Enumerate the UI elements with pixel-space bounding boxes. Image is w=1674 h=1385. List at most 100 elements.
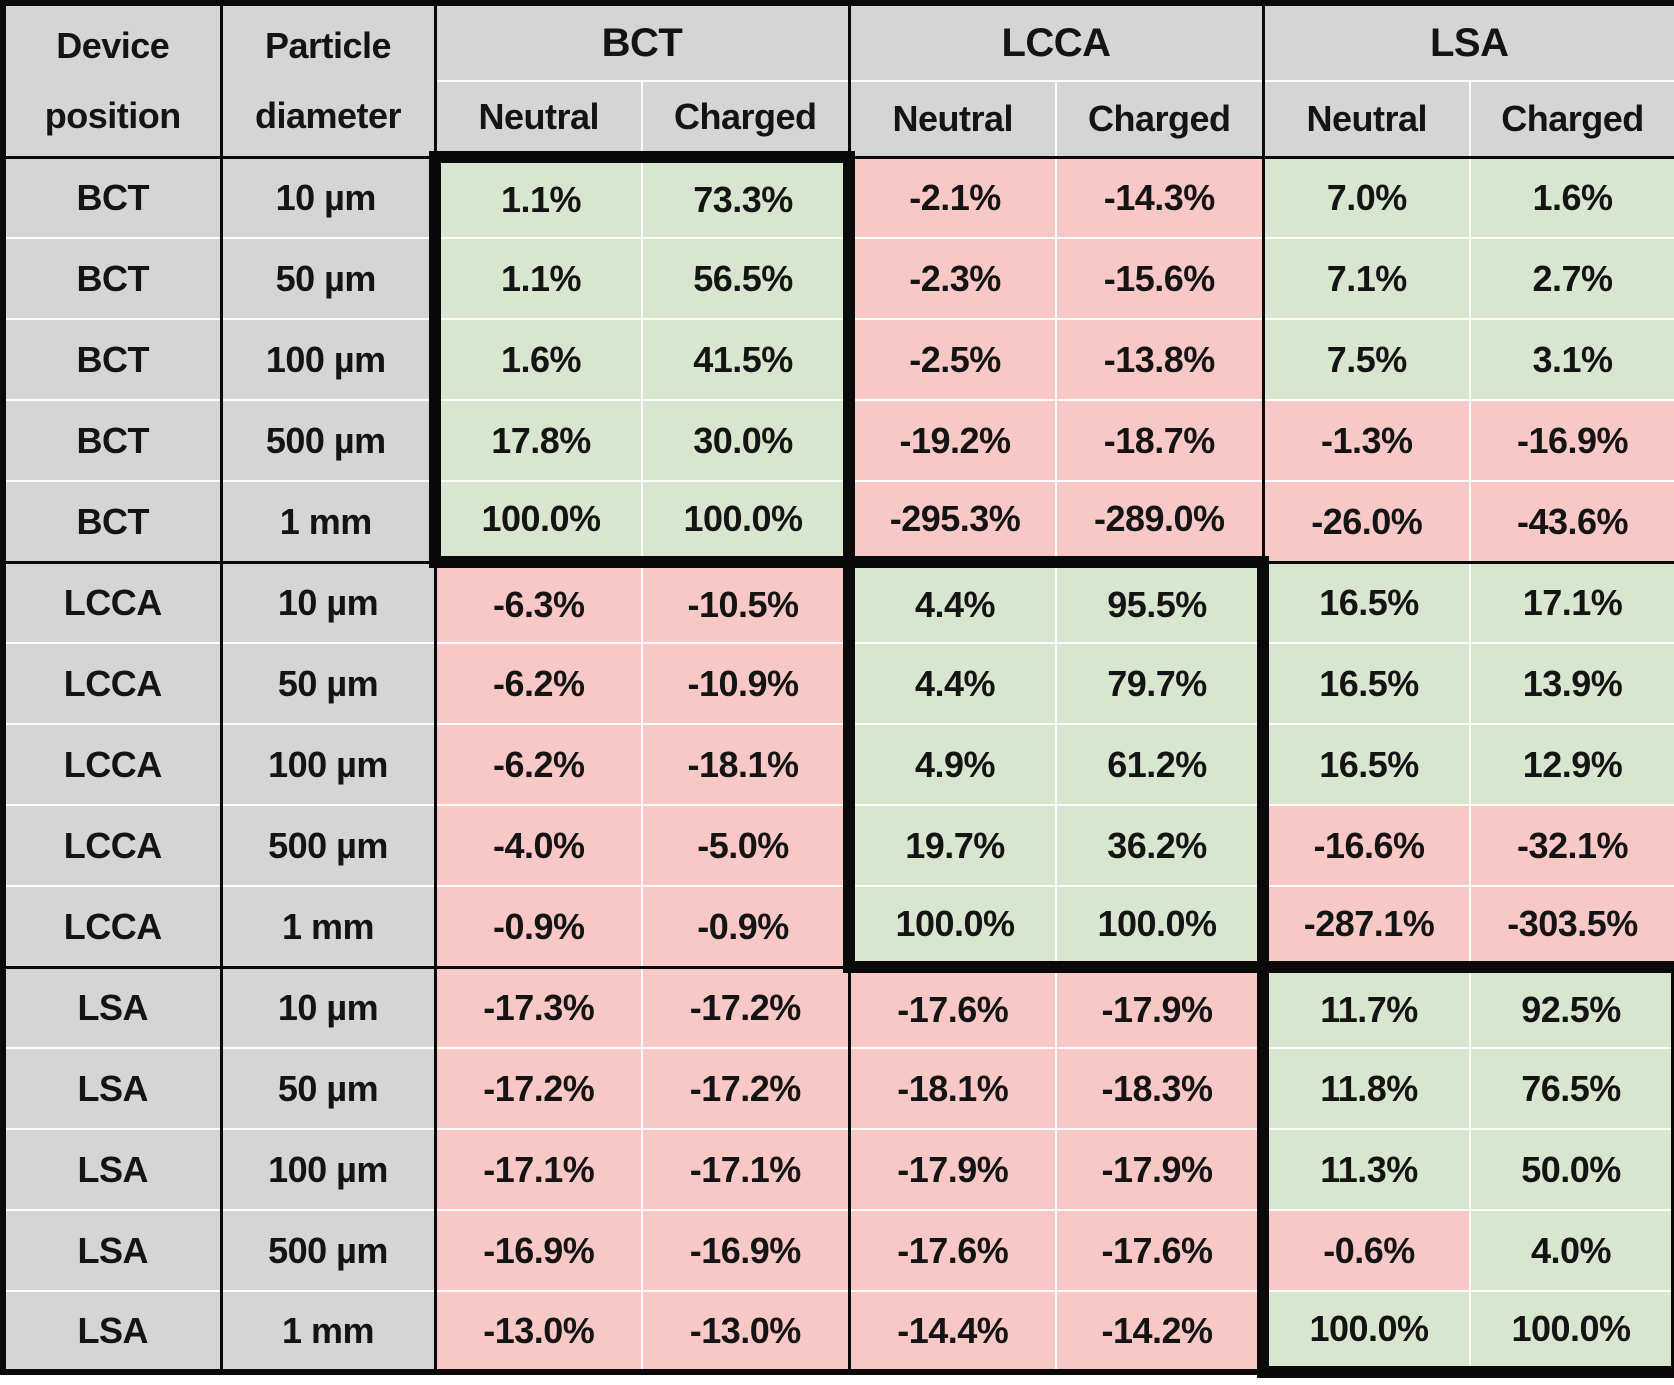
device-position-cell: BCT bbox=[2, 399, 223, 482]
value-cell: -18.1% bbox=[847, 1047, 1057, 1130]
table-row: LSA 10 µm -17.3% -17.2% -17.6% -17.9% 11.7% 92.… bbox=[2, 961, 1674, 1049]
table-row: LCCA 500 µm -4.0% -5.0% 19.7% 36.2% -16.6% -32.… bbox=[2, 804, 1674, 887]
value-cell: -16.6% bbox=[1261, 804, 1471, 887]
value-cell: 16.5% bbox=[1261, 642, 1471, 725]
value-cell: -17.2% bbox=[641, 1047, 850, 1130]
group-header-lsa: LSA bbox=[1261, 2, 1674, 82]
value-cell: -17.1% bbox=[433, 1128, 643, 1211]
group-header-row: Device position Particle diameter BCT LC… bbox=[2, 2, 1674, 159]
table-row: BCT 1 mm 100.0% 100.0% -295.3% -289.0% -26.0% -… bbox=[2, 480, 1674, 568]
table-body: BCT 10 µm 1.1% 73.3% -2.1% -14.3% 7.0% 1.6% BCT 5… bbox=[2, 151, 1674, 1378]
value-cell: 16.5% bbox=[1261, 723, 1471, 806]
value-cell: 30.0% bbox=[641, 399, 855, 482]
value-cell: -0.9% bbox=[641, 885, 850, 968]
value-cell: -2.1% bbox=[847, 155, 1057, 239]
device-position-cell: LSA bbox=[2, 1128, 223, 1211]
lcca-neutral-header: Neutral bbox=[847, 80, 1057, 159]
particle-diameter-cell: 500 µm bbox=[220, 399, 436, 482]
value-cell: 4.4% bbox=[843, 642, 1057, 725]
value-cell: -18.1% bbox=[641, 723, 850, 806]
value-cell: 3.1% bbox=[1469, 318, 1674, 401]
value-cell: -10.5% bbox=[641, 560, 850, 644]
particle-diameter-cell: 10 µm bbox=[220, 965, 436, 1049]
value-cell: -4.0% bbox=[433, 804, 643, 887]
value-cell: 95.5% bbox=[1055, 556, 1269, 644]
value-cell: -0.6% bbox=[1257, 1209, 1471, 1292]
value-cell: 7.1% bbox=[1261, 237, 1471, 320]
device-position-cell: LCCA bbox=[2, 560, 223, 644]
particle-diameter-cell: 100 µm bbox=[220, 723, 436, 806]
value-cell: 4.4% bbox=[843, 556, 1057, 644]
value-cell: -13.0% bbox=[641, 1290, 850, 1373]
value-cell: -5.0% bbox=[641, 804, 850, 887]
value-cell: -13.0% bbox=[433, 1290, 643, 1373]
particle-diameter-cell: 50 µm bbox=[220, 642, 436, 725]
value-cell: 100.0% bbox=[429, 480, 643, 568]
table-row: BCT 50 µm 1.1% 56.5% -2.3% -15.6% 7.1% 2.7% bbox=[2, 237, 1674, 320]
value-cell: -289.0% bbox=[1055, 480, 1264, 563]
bct-charged-header: Charged bbox=[641, 80, 850, 159]
table-row: BCT 500 µm 17.8% 30.0% -19.2% -18.7% -1.3% -16.… bbox=[2, 399, 1674, 482]
device-position-cell: LSA bbox=[2, 1209, 223, 1292]
value-cell: 1.6% bbox=[429, 318, 643, 401]
table-row: BCT 100 µm 1.6% 41.5% -2.5% -13.8% 7.5% 3.1% bbox=[2, 318, 1674, 401]
value-cell: 4.9% bbox=[843, 723, 1057, 806]
value-cell: 79.7% bbox=[1055, 642, 1269, 725]
value-cell: 56.5% bbox=[641, 237, 855, 320]
value-cell: -17.6% bbox=[1055, 1209, 1264, 1292]
particle-diameter-cell: 500 µm bbox=[220, 1209, 436, 1292]
particle-diameter-cell: 1 mm bbox=[220, 1290, 436, 1373]
value-cell: 50.0% bbox=[1469, 1128, 1674, 1211]
value-cell: 13.9% bbox=[1469, 642, 1674, 725]
value-cell: 19.7% bbox=[843, 804, 1057, 887]
value-cell: -18.3% bbox=[1055, 1047, 1264, 1130]
value-cell: -303.5% bbox=[1469, 885, 1674, 968]
sub-header-row: Neutral Charged Neutral Charged Neutral … bbox=[3, 80, 1674, 159]
value-cell: 100.0% bbox=[1257, 1290, 1471, 1378]
value-cell: 41.5% bbox=[641, 318, 855, 401]
value-cell: -16.9% bbox=[1469, 399, 1674, 482]
value-cell: 12.9% bbox=[1469, 723, 1674, 806]
value-cell: 11.3% bbox=[1257, 1128, 1471, 1211]
value-cell: -295.3% bbox=[847, 480, 1057, 563]
table-header: Device position Particle diameter BCT LC… bbox=[2, 2, 1674, 159]
value-cell: 11.7% bbox=[1257, 961, 1471, 1049]
table-row: LCCA 10 µm -6.3% -10.5% 4.4% 95.5% 16.5% 17.1% bbox=[2, 556, 1674, 644]
group-header-bct: BCT bbox=[433, 2, 850, 82]
value-cell: 100.0% bbox=[1469, 1290, 1674, 1378]
value-cell: 100.0% bbox=[641, 480, 855, 568]
value-cell: -17.9% bbox=[1055, 1128, 1264, 1211]
table-row: LSA 100 µm -17.1% -17.1% -17.9% -17.9% 11.3% 50… bbox=[2, 1128, 1674, 1211]
group-header-lcca: LCCA bbox=[847, 2, 1264, 82]
value-cell: -17.2% bbox=[433, 1047, 643, 1130]
value-cell: -17.6% bbox=[847, 965, 1057, 1049]
value-cell: -17.6% bbox=[847, 1209, 1057, 1292]
value-cell: 4.0% bbox=[1469, 1209, 1674, 1292]
value-cell: -43.6% bbox=[1469, 480, 1674, 563]
bct-neutral-header: Neutral bbox=[433, 80, 643, 159]
value-cell: -14.4% bbox=[847, 1290, 1057, 1373]
value-cell: 92.5% bbox=[1469, 961, 1674, 1049]
value-cell: -32.1% bbox=[1469, 804, 1674, 887]
device-position-cell: LSA bbox=[2, 965, 223, 1049]
value-cell: -14.2% bbox=[1055, 1290, 1264, 1373]
device-position-cell: LCCA bbox=[2, 885, 223, 968]
value-cell: 1.1% bbox=[429, 237, 643, 320]
value-cell: -14.3% bbox=[1055, 155, 1264, 239]
particle-diameter-header: Particle diameter bbox=[220, 2, 436, 159]
value-cell: -16.9% bbox=[641, 1209, 850, 1292]
lcca-charged-header: Charged bbox=[1055, 80, 1264, 159]
value-cell: 17.8% bbox=[429, 399, 643, 482]
lsa-charged-header: Charged bbox=[1469, 80, 1674, 159]
value-cell: 36.2% bbox=[1055, 804, 1269, 887]
device-position-cell: LCCA bbox=[2, 642, 223, 725]
value-cell: -287.1% bbox=[1261, 885, 1471, 968]
table-row: LCCA 1 mm -0.9% -0.9% 100.0% 100.0% -287.1% -30… bbox=[2, 885, 1674, 973]
value-cell: 1.6% bbox=[1469, 155, 1674, 239]
value-cell: 76.5% bbox=[1469, 1047, 1674, 1130]
value-cell: -6.3% bbox=[433, 560, 643, 644]
particle-diameter-cell: 100 µm bbox=[220, 318, 436, 401]
value-cell: -19.2% bbox=[847, 399, 1057, 482]
table-row: LSA 1 mm -13.0% -13.0% -14.4% -14.2% 100.0% 100… bbox=[2, 1290, 1674, 1378]
